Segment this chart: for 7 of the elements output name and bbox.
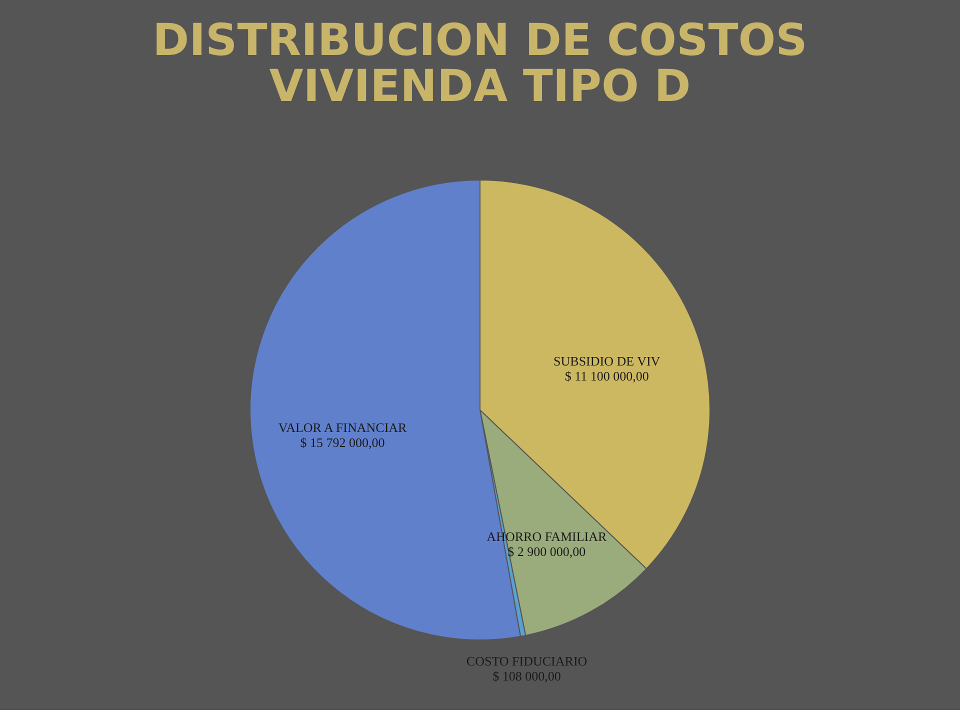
slice-label: SUBSIDIO DE VIV bbox=[554, 354, 661, 369]
data-label: $ 11 100 000,00 bbox=[564, 368, 649, 384]
chart-title: DISTRIBUCION DE COSTOS VIVIENDA TIPO D bbox=[152, 15, 808, 112]
data-label: $ 108 000,00 bbox=[492, 668, 561, 684]
slice-label: COSTO FIDUCIARIO bbox=[466, 654, 588, 669]
slice-label: VALOR A FINANCIAR bbox=[278, 420, 408, 436]
data-label: $ 15 792 000,00 bbox=[300, 435, 385, 450]
